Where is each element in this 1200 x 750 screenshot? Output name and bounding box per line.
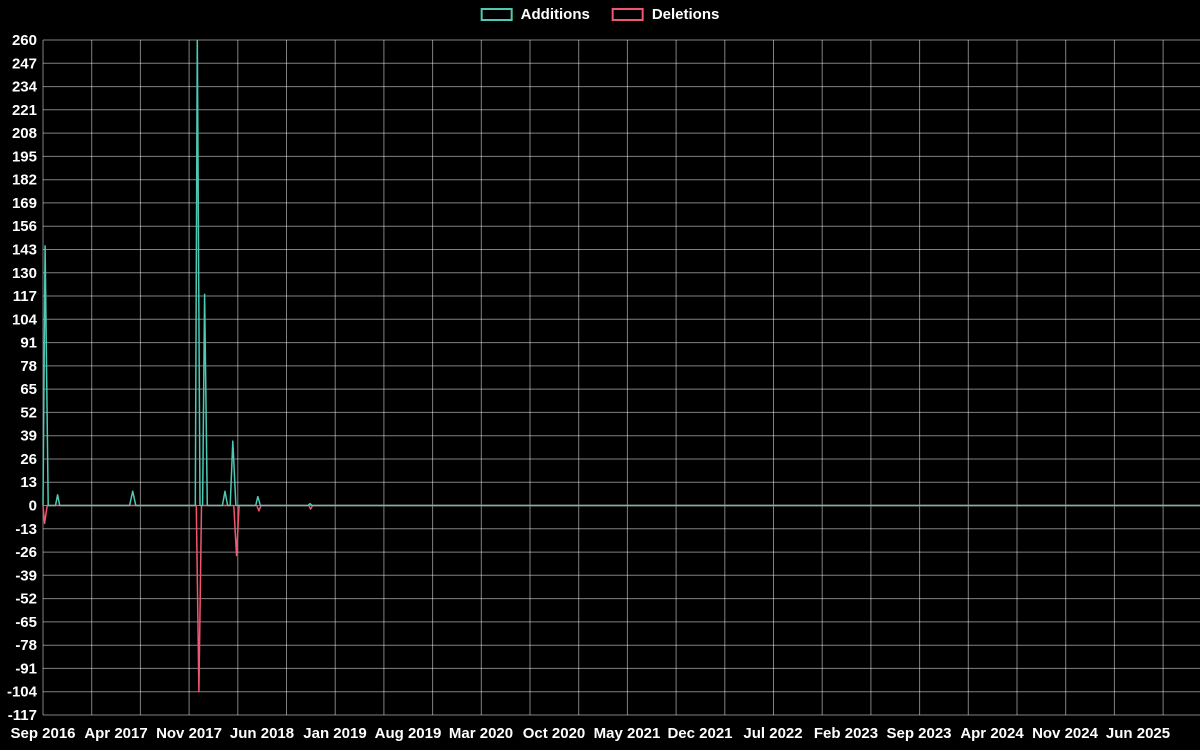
y-tick-label: -78 <box>15 637 37 654</box>
x-tick-label: Feb 2023 <box>814 725 878 742</box>
y-tick-label: 221 <box>12 102 37 119</box>
y-tick-label: -91 <box>15 660 37 677</box>
x-tick-label: Aug 2019 <box>375 725 442 742</box>
gridlines <box>42 39 1200 716</box>
legend-label-deletions: Deletions <box>651 6 720 23</box>
x-axis-labels: Sep 2016 Apr 2017 Nov 2017 Jun 2018 Jan 2019… <box>10 725 1170 742</box>
x-tick-label: Sep 2016 <box>10 725 75 742</box>
y-tick-label: 52 <box>20 404 37 421</box>
y-tick-label: 234 <box>12 79 38 96</box>
x-tick-label: Nov 2024 <box>1032 725 1099 742</box>
y-tick-label: -104 <box>7 684 38 701</box>
y-tick-label: -26 <box>15 544 37 561</box>
y-tick-label: 104 <box>12 311 38 328</box>
y-tick-label: -13 <box>15 521 37 538</box>
x-tick-label: Sep 2023 <box>886 725 951 742</box>
x-tick-label: Apr 2024 <box>960 725 1024 742</box>
y-tick-label: 117 <box>13 288 37 305</box>
x-tick-label: Mar 2020 <box>449 725 513 742</box>
y-tick-label: 130 <box>12 265 37 282</box>
y-tick-label: 0 <box>29 498 37 515</box>
x-tick-label: Dec 2021 <box>667 725 732 742</box>
y-tick-label: 195 <box>12 148 37 165</box>
legend-item-deletions: Deletions <box>611 6 720 23</box>
y-tick-label: 143 <box>12 242 37 259</box>
y-tick-label: 39 <box>20 428 37 445</box>
x-tick-label: Jun 2018 <box>230 725 294 742</box>
x-tick-label: Jul 2022 <box>743 725 802 742</box>
y-tick-label: 260 <box>12 32 37 49</box>
y-tick-label: 91 <box>20 335 37 352</box>
y-tick-label: 156 <box>12 218 37 235</box>
y-tick-label: -39 <box>15 567 37 584</box>
x-tick-label: Nov 2017 <box>156 725 222 742</box>
x-tick-label: May 2021 <box>594 725 661 742</box>
y-tick-label: 65 <box>20 381 37 398</box>
chart-legend: Additions Deletions <box>480 6 720 23</box>
y-tick-label: -65 <box>15 614 37 631</box>
additions-swatch-icon <box>480 8 513 21</box>
y-tick-label: 208 <box>12 125 37 142</box>
y-tick-label: -117 <box>8 707 37 724</box>
legend-item-additions: Additions <box>480 6 590 23</box>
additions-line <box>42 40 1200 507</box>
x-tick-label: Oct 2020 <box>523 725 586 742</box>
x-tick-label: Jun 2025 <box>1106 725 1170 742</box>
y-tick-label: 13 <box>20 474 37 491</box>
y-tick-label: -52 <box>15 591 37 608</box>
x-tick-label: Apr 2017 <box>84 725 147 742</box>
y-tick-label: 78 <box>20 358 37 375</box>
y-axis-labels: 2602472342212081951821691561431301171049… <box>7 32 38 724</box>
y-tick-label: 169 <box>12 195 37 212</box>
x-tick-label: Jan 2019 <box>303 725 366 742</box>
legend-label-additions: Additions <box>520 6 590 23</box>
y-tick-label: 26 <box>20 451 37 468</box>
y-tick-label: 182 <box>12 172 37 189</box>
deletions-swatch-icon <box>611 8 644 21</box>
y-tick-label: 247 <box>12 55 37 72</box>
